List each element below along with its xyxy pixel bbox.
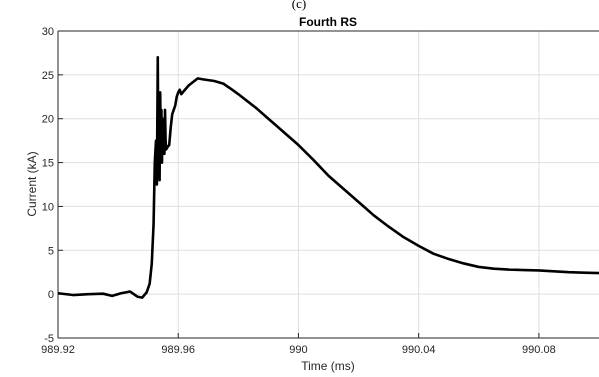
- y-tick-label: 25: [42, 70, 54, 82]
- y-axis-title: Current (kA): [25, 151, 39, 216]
- y-tick-label: -5: [44, 333, 54, 345]
- current-series-line: [57, 56, 599, 299]
- y-tick-label: 0: [48, 289, 54, 301]
- plot-area: [58, 31, 599, 338]
- x-ticks: 989.92 989.96 990 990.04 990.08: [41, 333, 556, 356]
- x-tick-label: 989.96: [161, 344, 195, 356]
- chart-title: Fourth RS: [299, 15, 357, 29]
- axes: [57, 30, 599, 339]
- y-tick-label: 20: [42, 114, 54, 126]
- x-tick-label: 990.04: [402, 344, 436, 356]
- x-tick-label: 989.92: [41, 344, 75, 356]
- x-tick-label: 990.08: [522, 344, 556, 356]
- y-tick-label: 15: [42, 158, 54, 170]
- x-axis-title: Time (ms): [301, 359, 355, 373]
- y-tick-label: 10: [42, 201, 54, 213]
- x-tick-label: 990: [289, 344, 307, 356]
- panel-label: (c): [292, 0, 306, 11]
- y-tick-label: 30: [42, 26, 54, 38]
- y-ticks: -5 0 5 10 15 20 25 30: [42, 26, 63, 345]
- y-tick-label: 5: [48, 245, 54, 257]
